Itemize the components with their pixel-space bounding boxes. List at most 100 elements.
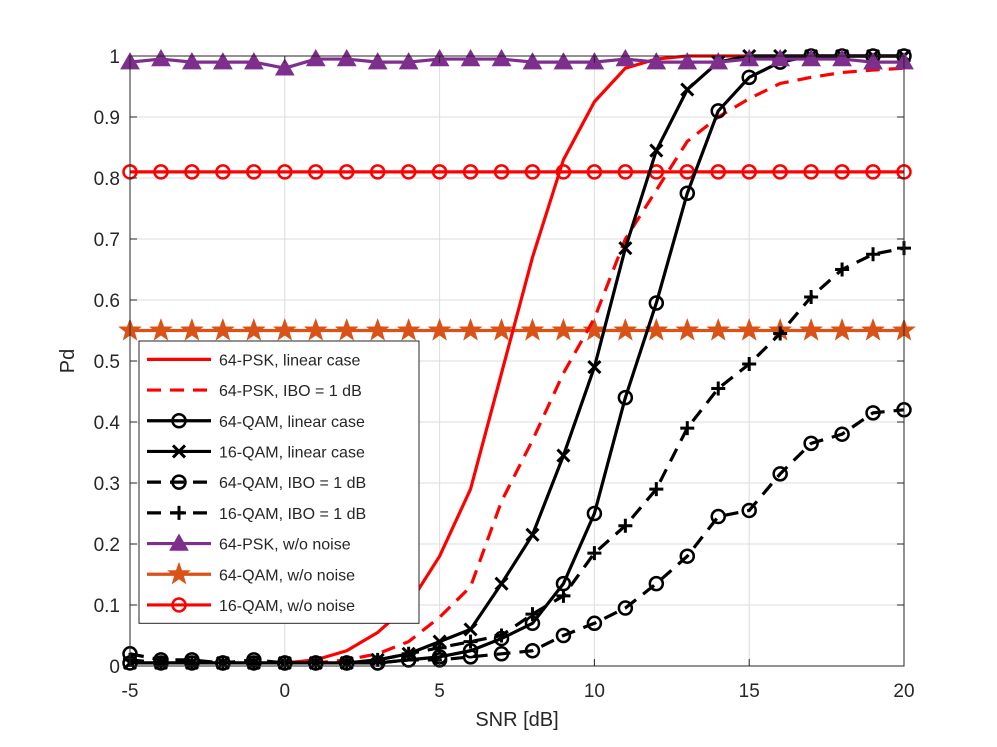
legend-entry: 16-QAM, IBO = 1 dB [147,506,366,523]
data-point-marker [587,546,602,561]
data-point-marker [272,318,297,341]
legend-marker [171,413,187,429]
y-tick-label: 0.8 [94,169,120,190]
data-point-marker [617,600,634,616]
data-point-marker [400,164,417,180]
legend-entry: 64-PSK, IBO = 1 dB [147,383,362,400]
y-tick-label: 0.2 [94,535,120,556]
data-point-marker [241,318,266,341]
legend-label: 16-QAM, w/o noise [219,598,355,615]
y-tick-label: 0.3 [94,474,120,495]
data-point-marker [215,164,231,180]
data-point-marker [865,405,881,421]
data-point-marker [706,318,731,341]
data-point-marker [772,164,788,180]
data-point-marker [711,381,726,396]
data-point-marker [493,630,510,647]
data-point-marker [834,426,850,442]
data-point-marker [401,646,416,661]
data-point-marker [801,49,821,67]
data-point-marker [866,247,881,262]
data-point-marker [742,357,757,372]
data-point-marker [710,164,726,180]
data-point-marker [489,318,514,341]
data-point-marker [305,49,326,67]
legend-label: 64-QAM, w/o noise [219,567,355,584]
x-axis-label: SNR [dB] [475,709,558,731]
data-point-marker [863,52,883,70]
data-point-marker [524,164,541,180]
data-point-marker [427,318,452,341]
data-point-marker [460,49,481,67]
data-point-marker [708,52,729,70]
data-point-marker [741,69,757,86]
data-point-marker [679,185,696,201]
data-point-marker [586,164,603,180]
y-tick-label: 0.5 [94,352,120,373]
legend-entry: 64-QAM, w/o noise [147,561,355,585]
data-point-marker [463,634,478,649]
legend-entry: 16-QAM, linear case [147,444,365,461]
data-point-marker [398,52,419,70]
data-point-marker [493,164,510,180]
x-tick-label: 15 [739,681,760,702]
legend-entry: 64-QAM, IBO = 1 dB [147,474,366,492]
legend-marker [167,561,191,585]
data-point-marker [680,82,695,97]
data-point-marker [679,548,696,564]
data-point-marker [861,318,885,341]
data-point-marker [830,318,854,341]
legend-label: 16-QAM, linear case [219,444,365,461]
legend-label: 64-PSK, linear case [219,352,361,369]
data-point-marker [618,518,633,533]
series-layer [118,48,916,671]
legend-marker [171,444,187,459]
data-point-marker [617,164,634,180]
legend-marker [171,597,187,613]
data-point-marker [396,318,421,341]
series-7 [118,318,916,341]
data-point-marker [648,575,665,592]
y-tick-label: 0.6 [94,291,120,312]
data-point-marker [586,505,603,522]
data-point-marker [274,58,295,76]
data-point-marker [741,502,757,519]
legend-entry: 64-PSK, w/o noise [147,533,351,554]
data-point-marker [522,52,543,70]
data-point-marker [865,164,881,180]
series-line [129,246,905,665]
data-point-marker [675,318,700,341]
data-point-marker [772,466,788,482]
legend-label: 64-PSK, w/o noise [219,537,351,554]
legend-entry: 64-PSK, linear case [147,352,361,369]
data-point-marker [211,318,235,341]
y-tick-label: 0 [109,657,120,678]
data-point-marker [184,655,199,671]
data-point-marker [524,643,541,659]
data-point-marker [555,627,572,644]
data-point-marker [649,482,664,497]
data-point-marker [553,52,574,70]
data-point-marker [618,241,633,256]
data-point-marker [493,646,510,662]
data-point-marker [339,655,354,671]
data-point-marker [334,318,359,341]
legend-marker [171,474,187,490]
legend: 64-PSK, linear case 64-PSK, IBO = 1 dB 64-… [138,340,420,624]
x-tick-label: 0 [280,681,291,702]
legend-marker [169,533,189,551]
data-point-marker [308,655,323,671]
y-tick-label: 0.7 [94,230,120,251]
data-point-marker [799,318,823,341]
data-point-marker [365,318,390,341]
y-axis-label: Pd [57,349,79,373]
data-point-marker [149,318,173,341]
data-point-marker [308,164,324,180]
data-point-marker [680,421,695,436]
data-point-marker [367,52,388,70]
data-point-marker [153,655,169,671]
data-point-marker [737,318,762,341]
data-point-marker [525,607,540,622]
